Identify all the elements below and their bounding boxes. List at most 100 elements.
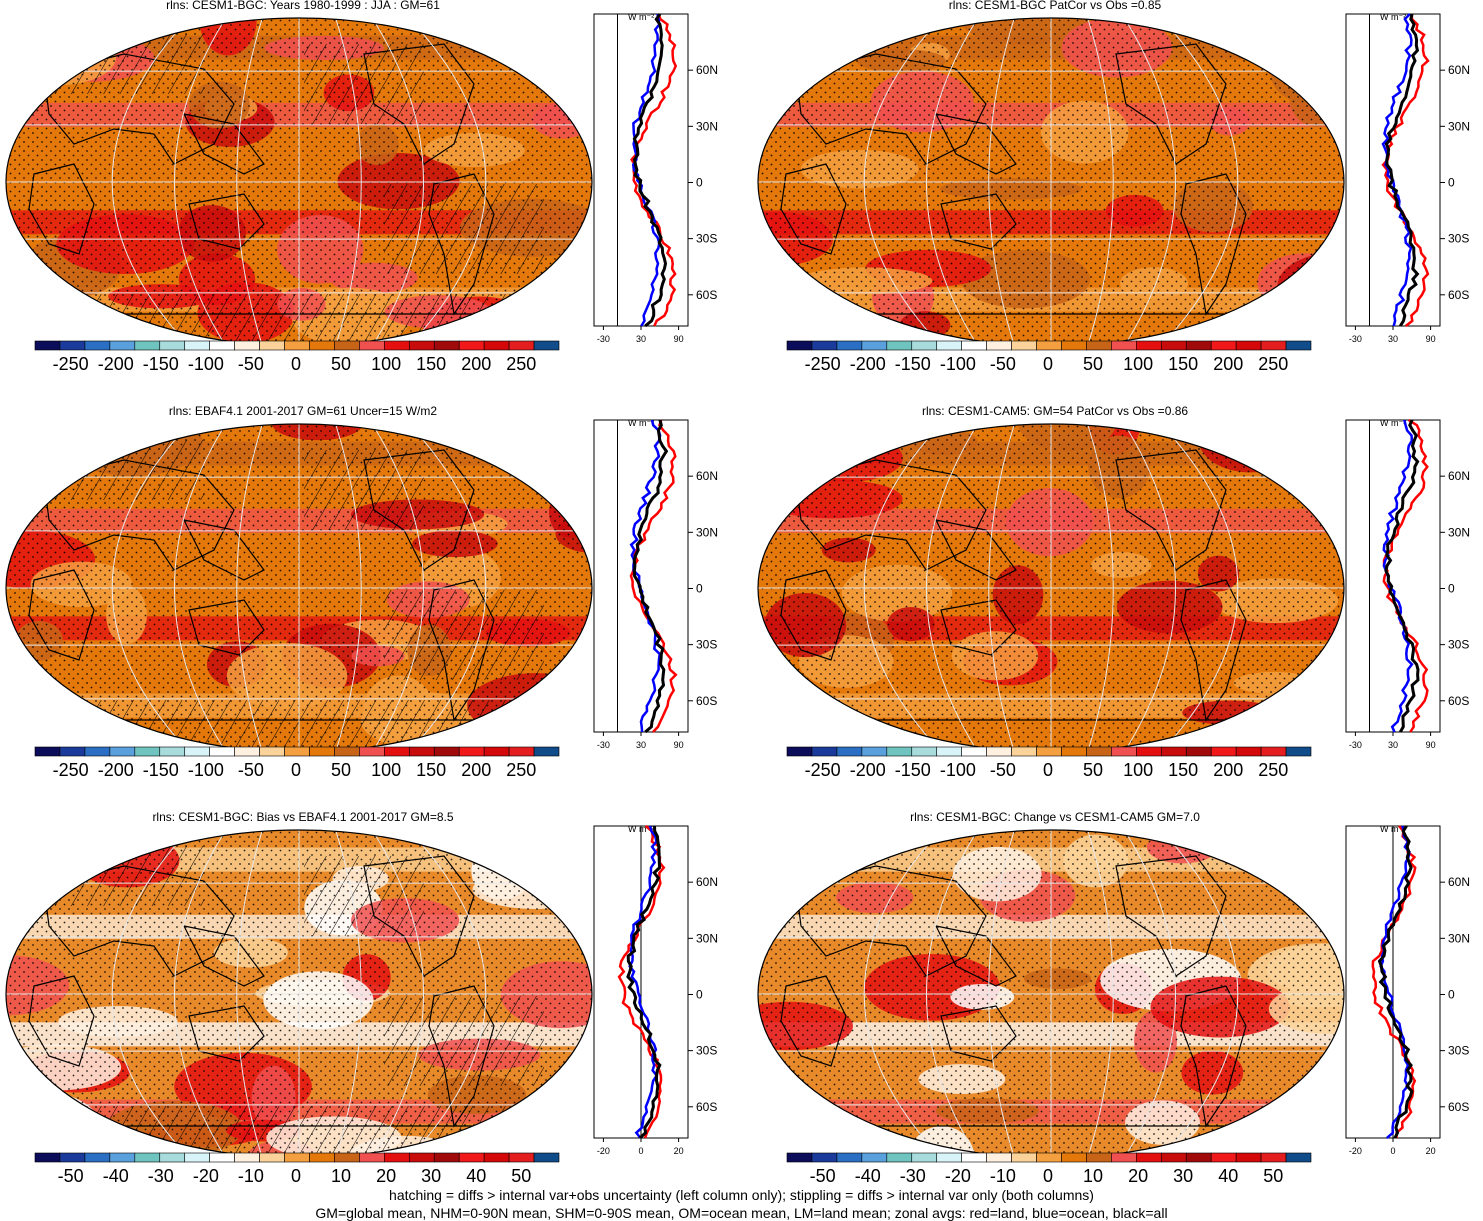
- colorbar-label: -50: [989, 760, 1016, 780]
- coastline: [934, 519, 1017, 581]
- zonal-x-label: -30: [1349, 334, 1362, 344]
- coastline: [940, 1005, 1017, 1062]
- map-title: rlns: CESM1-CAM5: GM=54 PatCor vs Obs =0…: [921, 404, 1189, 418]
- graticule-lon: [1123, 424, 1177, 752]
- colorbar-swatch: [1160, 746, 1187, 757]
- colorbar-label: -250: [52, 760, 89, 780]
- footer-means-note: GM=global mean, NHM=0-90N mean, SHM=0-90…: [315, 1205, 1168, 1221]
- colorbar-label: 50: [1083, 760, 1104, 780]
- colorbar-swatch: [209, 1152, 235, 1163]
- colorbar-swatch: [1235, 1152, 1262, 1163]
- colorbar-swatch: [184, 1152, 210, 1163]
- colorbar-labels: -250 -200 -150 -100 -50 0 50 100 150 200 250: [786, 760, 1310, 784]
- colorbar-label: -50: [237, 354, 264, 374]
- graticule-lon: [236, 18, 263, 346]
- graticule-lon: [335, 424, 362, 752]
- colorbar-swatch: [1285, 746, 1312, 757]
- graticule-lon: [925, 830, 979, 1158]
- colorbar-swatch: [59, 1152, 86, 1163]
- graticule-lon: [863, 424, 942, 752]
- field-blob: [531, 693, 592, 720]
- colorbar-swatch: [483, 340, 510, 351]
- colorbar-swatch: [408, 340, 435, 351]
- coastline: [1180, 985, 1247, 1128]
- lat-label: 60S: [696, 1100, 717, 1114]
- colorbar-label: -30: [147, 1166, 174, 1186]
- zonal-frame: [1345, 13, 1441, 327]
- zonal-x-label: 90: [674, 740, 684, 750]
- graticule-lon: [1160, 424, 1239, 752]
- robinson-map: [5, 423, 593, 753]
- coastline: [43, 459, 235, 571]
- zonal-land-line: [1382, 418, 1429, 733]
- colorbar-swatch: [886, 746, 913, 757]
- colorbar-label: -40: [102, 1166, 129, 1186]
- map-panel-change: rlns: CESM1-BGC: Change vs CESM1-CAM5 GM…: [752, 810, 1483, 1212]
- colorbar-swatch: [1185, 340, 1212, 351]
- colorbar-swatch: [159, 340, 186, 351]
- colorbar-swatch: [284, 340, 310, 351]
- colorbar-swatch: [986, 340, 1012, 351]
- colorbar-label: -100: [939, 354, 976, 374]
- colorbar-swatch: [1210, 340, 1237, 351]
- lat-label: 60S: [1448, 1100, 1469, 1114]
- zonal-all-line: [1384, 419, 1420, 733]
- map-title: rlns: CESM1-BGC: Bias vs EBAF4.1 2001-20…: [152, 810, 454, 824]
- colorbar-swatch: [1136, 746, 1162, 757]
- lat-label: 60S: [696, 288, 717, 302]
- colorbar-label: 30: [1173, 1166, 1194, 1186]
- graticule-lon: [408, 424, 487, 752]
- colorbar-swatch: [234, 746, 260, 757]
- zonal-x-label: 90: [1426, 334, 1436, 344]
- colorbar-swatch: [911, 340, 938, 351]
- colorbar-swatch: [1036, 1152, 1062, 1163]
- map-panel-bgc-climatology: rlns: CESM1-BGC: Years 1980-1999 : JJA :…: [0, 0, 731, 400]
- colorbar-labels: -250 -200 -150 -100 -50 0 50 100 150 200 250: [786, 354, 1310, 378]
- lat-label: 30S: [1448, 232, 1469, 246]
- colorbar-swatch: [458, 1152, 485, 1163]
- colorbar-swatch: [1111, 340, 1137, 351]
- coastline: [428, 173, 495, 316]
- graticule-lon: [371, 424, 425, 752]
- zonal-units: W m⁻²: [628, 418, 654, 428]
- colorbar-swatch: [961, 746, 987, 757]
- colorbar-swatch: [34, 340, 61, 351]
- colorbar-label: 200: [461, 354, 492, 374]
- colorbar-swatch: [1235, 340, 1262, 351]
- colorbar-label: 40: [1218, 1166, 1239, 1186]
- zonal-units: W m⁻²: [1380, 12, 1406, 22]
- colorbar-label: 0: [290, 354, 302, 374]
- colorbar-swatch: [84, 340, 111, 351]
- graticule-lon: [408, 830, 487, 1158]
- field-blob: [758, 18, 814, 47]
- graticule-lon: [236, 424, 263, 752]
- lat-label: 30S: [1448, 1044, 1469, 1058]
- colorbar-swatch: [359, 340, 385, 351]
- colorbar-swatch: [433, 746, 460, 757]
- colorbar-swatch: [1111, 1152, 1137, 1163]
- hatching: [384, 996, 544, 1086]
- lat-label: 60N: [696, 63, 718, 77]
- colorbar-swatch: [861, 746, 888, 757]
- robinson-map: [5, 17, 593, 347]
- field-blob: [758, 830, 845, 881]
- colorbar-swatch: [508, 746, 535, 757]
- zonal-all-line: [1377, 825, 1414, 1139]
- colorbar-swatch: [109, 746, 136, 757]
- coastline: [363, 43, 475, 165]
- zonal-x-label: 30: [636, 740, 646, 750]
- colorbar-label: 50: [511, 1166, 532, 1186]
- map-title: rlns: CESM1-BGC PatCor vs Obs =0.85: [948, 0, 1162, 12]
- map-title: rlns: CESM1-BGC: Years 1980-1999 : JJA :…: [166, 0, 440, 12]
- colorbar-swatch: [59, 340, 86, 351]
- robinson-map: [757, 17, 1345, 347]
- coastline: [795, 865, 987, 977]
- colorbar-label: 50: [331, 354, 352, 374]
- colorbar-label: 0: [1042, 760, 1054, 780]
- colorbar-label: 0: [290, 760, 302, 780]
- hatching: [304, 44, 424, 124]
- colorbar-label: 0: [1042, 1166, 1054, 1186]
- field-blob: [6, 424, 29, 450]
- zonal-all-line: [626, 825, 662, 1140]
- colorbar-swatch: [1011, 1152, 1037, 1163]
